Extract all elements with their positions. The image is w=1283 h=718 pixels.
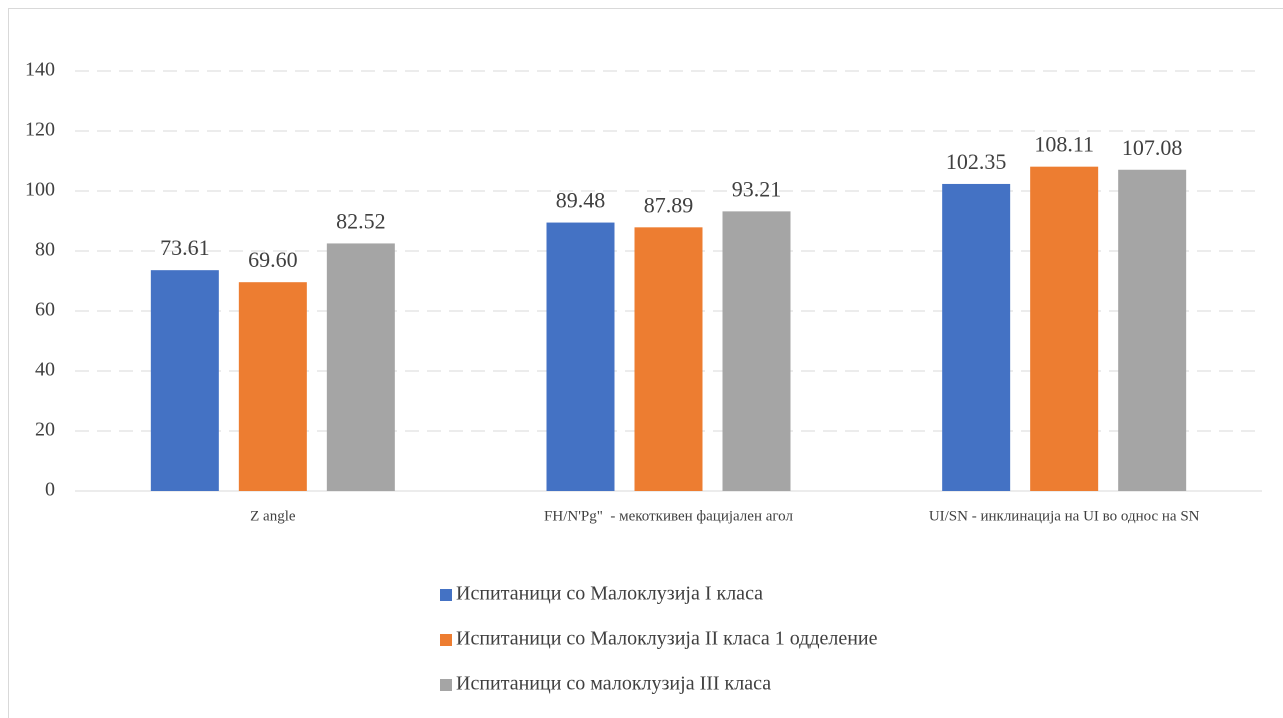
legend-swatch <box>440 634 452 646</box>
data-label: 82.52 <box>336 208 386 233</box>
legend-swatch <box>440 589 452 601</box>
y-tick-label: 80 <box>35 239 55 261</box>
legend-label: Испитаници со Малоклузија II класа 1 одд… <box>456 628 878 650</box>
data-label: 89.48 <box>556 188 606 213</box>
x-tick-label: FH/N'Pg" - мекоткивен фацијален агол <box>544 508 793 524</box>
y-tick-label: 120 <box>25 119 55 141</box>
data-label: 102.35 <box>946 149 1007 174</box>
y-tick-label: 60 <box>35 299 55 321</box>
bar <box>546 222 615 491</box>
chart-border <box>8 8 1283 718</box>
y-tick-label: 0 <box>45 479 55 501</box>
bar <box>1118 169 1187 491</box>
bar <box>1030 166 1099 492</box>
y-tick-label: 20 <box>35 419 55 441</box>
y-tick-label: 140 <box>25 59 55 81</box>
y-tick-label: 40 <box>35 359 55 381</box>
x-tick-label: UI/SN - инклинација на UI во однос на SN <box>929 508 1200 524</box>
bar <box>150 270 219 491</box>
bar <box>238 282 307 491</box>
legend-label: Испитаници со Малоклузија I класа <box>456 583 763 605</box>
legend-label: Испитаници со малоклузија III класа <box>456 673 771 695</box>
x-tick-label: Z angle <box>250 508 296 524</box>
legend-swatch <box>440 679 452 691</box>
data-label: 73.61 <box>160 235 210 260</box>
bar <box>634 227 703 491</box>
data-label: 107.08 <box>1122 135 1183 160</box>
data-label: 108.11 <box>1034 132 1094 157</box>
data-label: 69.60 <box>248 247 298 272</box>
data-label: 93.21 <box>732 176 782 201</box>
bar <box>326 243 395 491</box>
bar <box>942 183 1011 491</box>
bar <box>722 211 791 491</box>
data-label: 87.89 <box>644 192 694 217</box>
y-tick-label: 100 <box>25 179 55 201</box>
